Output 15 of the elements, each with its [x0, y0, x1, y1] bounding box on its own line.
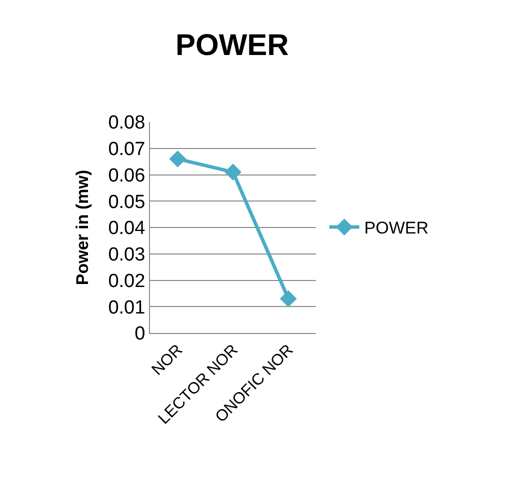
- y-tick-label: 0.07: [108, 139, 146, 160]
- y-tick-label: 0.01: [108, 297, 146, 318]
- y-tick-label: 0: [134, 324, 146, 345]
- legend-label: POWER: [364, 218, 429, 238]
- y-axis-title: Power in (mw): [72, 170, 92, 286]
- chart-title: POWER: [176, 28, 290, 62]
- point: [280, 290, 297, 308]
- y-tick-label: 0.06: [108, 165, 146, 186]
- y-tick-label: 0.03: [108, 244, 146, 266]
- point: [224, 164, 242, 181]
- y-tick-label: 0.05: [108, 192, 146, 213]
- y-tick-label: 0.02: [108, 270, 146, 292]
- y-tick-label: 0.08: [108, 112, 146, 134]
- point: [169, 150, 186, 168]
- y-tick-label: 0.04: [108, 218, 146, 240]
